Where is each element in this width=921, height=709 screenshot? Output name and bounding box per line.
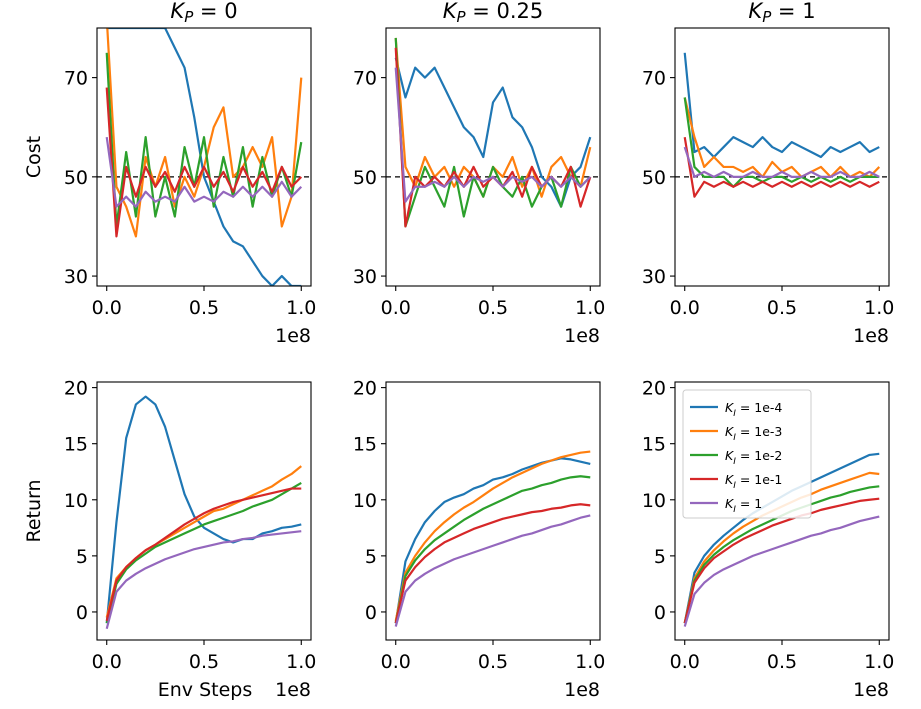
axes-frame [385, 27, 601, 287]
x-tick-label: 1.0 [864, 297, 894, 319]
x-tick-label: 0.0 [92, 651, 122, 673]
y-tick-label: 10 [642, 490, 666, 512]
panel-cost-2: 30 50 70 0.0 0.5 1.0 1e8 KP = 1 [642, 0, 895, 347]
y-tick-label: 5 [365, 546, 377, 568]
panel-title: KP = 0 [170, 0, 237, 26]
x-tick-label: 0.5 [189, 651, 219, 673]
y-tick-label: 50 [642, 167, 666, 189]
legend-box [682, 389, 812, 519]
panel-cost-1: 30 50 70 0.0 0.5 1.0 1e8 KP = 0.25 [353, 0, 606, 347]
y-tick-label: 20 [64, 378, 88, 400]
panel-cost-0: 30 50 70 0.0 0.5 1.0 1e8 KP = 0 Cost [23, 0, 316, 347]
series-line-1 [683, 97, 881, 178]
axes-frame [385, 381, 601, 641]
y-tick-label: 70 [64, 68, 88, 90]
y-tick-label: 20 [642, 378, 666, 400]
x-offset-label: 1e8 [853, 679, 889, 701]
axes-frame [96, 381, 312, 641]
series-line-4 [683, 515, 880, 627]
x-offset-label: 1e8 [564, 679, 600, 701]
x-tick-label: 1.0 [575, 651, 605, 673]
x-tick-label: 0.5 [478, 297, 508, 319]
panel-return-0: 0 5 10 15 20 0.0 0.5 1.0 1e8 Return Env Steps [23, 378, 316, 701]
x-tick-label: 1.0 [864, 651, 894, 673]
y-tick-label: 0 [365, 602, 377, 624]
y-tick-label: 30 [64, 266, 88, 288]
series-line-2 [683, 97, 880, 188]
x-tick-label: 0.5 [189, 297, 219, 319]
series-line-2 [105, 482, 302, 624]
legend-label-3: KI = 1e-1 [725, 472, 782, 491]
x-offset-label: 1e8 [853, 325, 889, 347]
x-offset-label: 1e8 [275, 679, 311, 701]
y-tick-label: 5 [654, 546, 666, 568]
y-tick-label: 15 [642, 434, 666, 456]
legend-label-0: KI = 1e-4 [725, 400, 782, 419]
series-line-3 [683, 136, 880, 198]
series-line-0 [106, 28, 302, 286]
series-line-4 [394, 67, 592, 203]
x-tick-label: 0.0 [670, 651, 700, 673]
series-line-3 [105, 487, 302, 622]
series-line-1 [394, 450, 591, 622]
series-line-2 [394, 475, 591, 624]
legend: KI = 1e-4 KI = 1e-3 KI = 1e-2 KI = 1e-1 KI =… [682, 389, 812, 519]
y-tick-label: 70 [353, 68, 377, 90]
x-tick-label: 1.0 [286, 651, 316, 673]
y-tick-label: 15 [353, 434, 377, 456]
y-tick-label: 20 [353, 378, 377, 400]
series-line-0 [683, 52, 880, 159]
series-line-1 [105, 465, 302, 618]
x-tick-label: 1.0 [286, 297, 316, 319]
y-axis-label: Return [23, 479, 45, 542]
y-tick-label: 10 [353, 490, 377, 512]
series-line-4 [683, 146, 880, 178]
panel-title: KP = 1 [748, 0, 815, 26]
series-line-3 [394, 503, 591, 624]
y-tick-label: 50 [353, 167, 377, 189]
series-line-0 [394, 457, 591, 624]
series-line-3 [394, 47, 592, 228]
series-line-2 [394, 37, 592, 228]
axes-frame [96, 27, 312, 287]
series-line-4 [105, 136, 303, 208]
y-axis-label: Cost [23, 136, 45, 178]
y-tick-label: 15 [64, 434, 88, 456]
x-tick-label: 0.0 [670, 297, 700, 319]
y-tick-label: 30 [642, 266, 666, 288]
panel-title: KP = 0.25 [443, 0, 544, 26]
y-tick-label: 0 [654, 602, 666, 624]
series-line-0 [105, 395, 302, 624]
y-tick-label: 5 [76, 546, 88, 568]
x-tick-label: 0.5 [767, 651, 797, 673]
y-tick-label: 50 [64, 167, 88, 189]
x-tick-label: 0.0 [381, 297, 411, 319]
series-line-3 [105, 87, 303, 238]
y-tick-label: 0 [76, 602, 88, 624]
series-line-4 [394, 514, 591, 627]
series-line-3 [683, 497, 880, 624]
series-line-4 [105, 530, 302, 630]
x-tick-label: 0.0 [92, 297, 122, 319]
x-tick-label: 0.5 [767, 297, 797, 319]
x-axis-label: Env Steps [158, 679, 253, 701]
legend-label-1: KI = 1e-3 [725, 424, 782, 443]
axes-frame [674, 27, 890, 287]
x-tick-label: 1.0 [575, 297, 605, 319]
series-line-1 [106, 28, 303, 238]
y-tick-label: 10 [64, 490, 88, 512]
y-tick-label: 30 [353, 266, 377, 288]
x-offset-label: 1e8 [275, 325, 311, 347]
y-tick-label: 70 [642, 68, 666, 90]
x-tick-label: 0.0 [381, 651, 411, 673]
legend-label-4: KI = 1 [725, 496, 762, 515]
series-line-1 [394, 37, 592, 198]
x-tick-label: 0.5 [478, 651, 508, 673]
x-offset-label: 1e8 [564, 325, 600, 347]
legend-label-2: KI = 1e-2 [725, 448, 782, 467]
panel-return-1: 0 5 10 15 20 0.0 0.5 1.0 1e8 [353, 378, 606, 701]
